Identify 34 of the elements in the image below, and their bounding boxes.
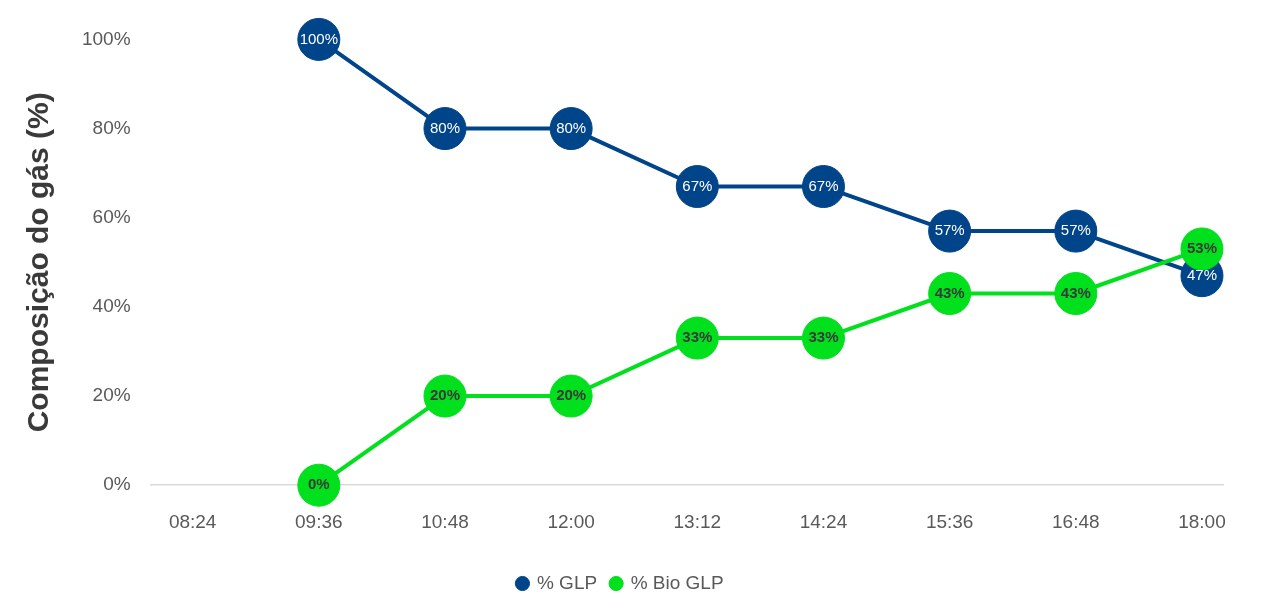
data-label: 20%	[556, 386, 587, 404]
data-label: 100%	[299, 29, 338, 47]
legend-label: % Bio GLP	[630, 571, 724, 593]
x-tick-label: 15:36	[925, 510, 974, 532]
x-tick-label: 16:48	[1052, 510, 1100, 532]
data-label: 57%	[1060, 221, 1091, 239]
data-label: 43%	[1060, 283, 1091, 301]
y-tick-label: 80%	[92, 116, 131, 138]
x-tick-label: 14:24	[799, 510, 848, 532]
data-label: 47%	[1186, 265, 1217, 283]
data-label: 57%	[934, 221, 965, 239]
data-label: 67%	[808, 176, 839, 194]
y-tick-label: 0%	[103, 473, 131, 495]
legend-label: % GLP	[536, 571, 598, 593]
x-tick-label: 13:12	[673, 510, 722, 532]
data-label: 80%	[429, 118, 460, 136]
x-tick-label: 18:00	[1178, 510, 1226, 532]
data-label: 20%	[429, 386, 460, 404]
data-label: 0%	[307, 475, 330, 493]
x-tick-label: 12:00	[547, 510, 595, 532]
y-tick-label: 40%	[92, 295, 131, 317]
data-label: 43%	[934, 283, 965, 301]
data-label: 67%	[682, 176, 713, 194]
y-axis-title: Composição do gás (%)	[21, 92, 55, 433]
y-tick-label: 60%	[92, 205, 131, 227]
x-tick-label: 08:24	[168, 510, 217, 532]
x-tick-label: 09:36	[295, 510, 343, 532]
data-label: 33%	[682, 328, 713, 346]
y-tick-label: 20%	[92, 384, 131, 406]
x-tick-label: 10:48	[421, 510, 469, 532]
y-tick-label: 100%	[81, 27, 131, 49]
data-label: 80%	[556, 118, 587, 136]
data-label: 53%	[1186, 239, 1217, 257]
data-label: 33%	[808, 328, 839, 346]
